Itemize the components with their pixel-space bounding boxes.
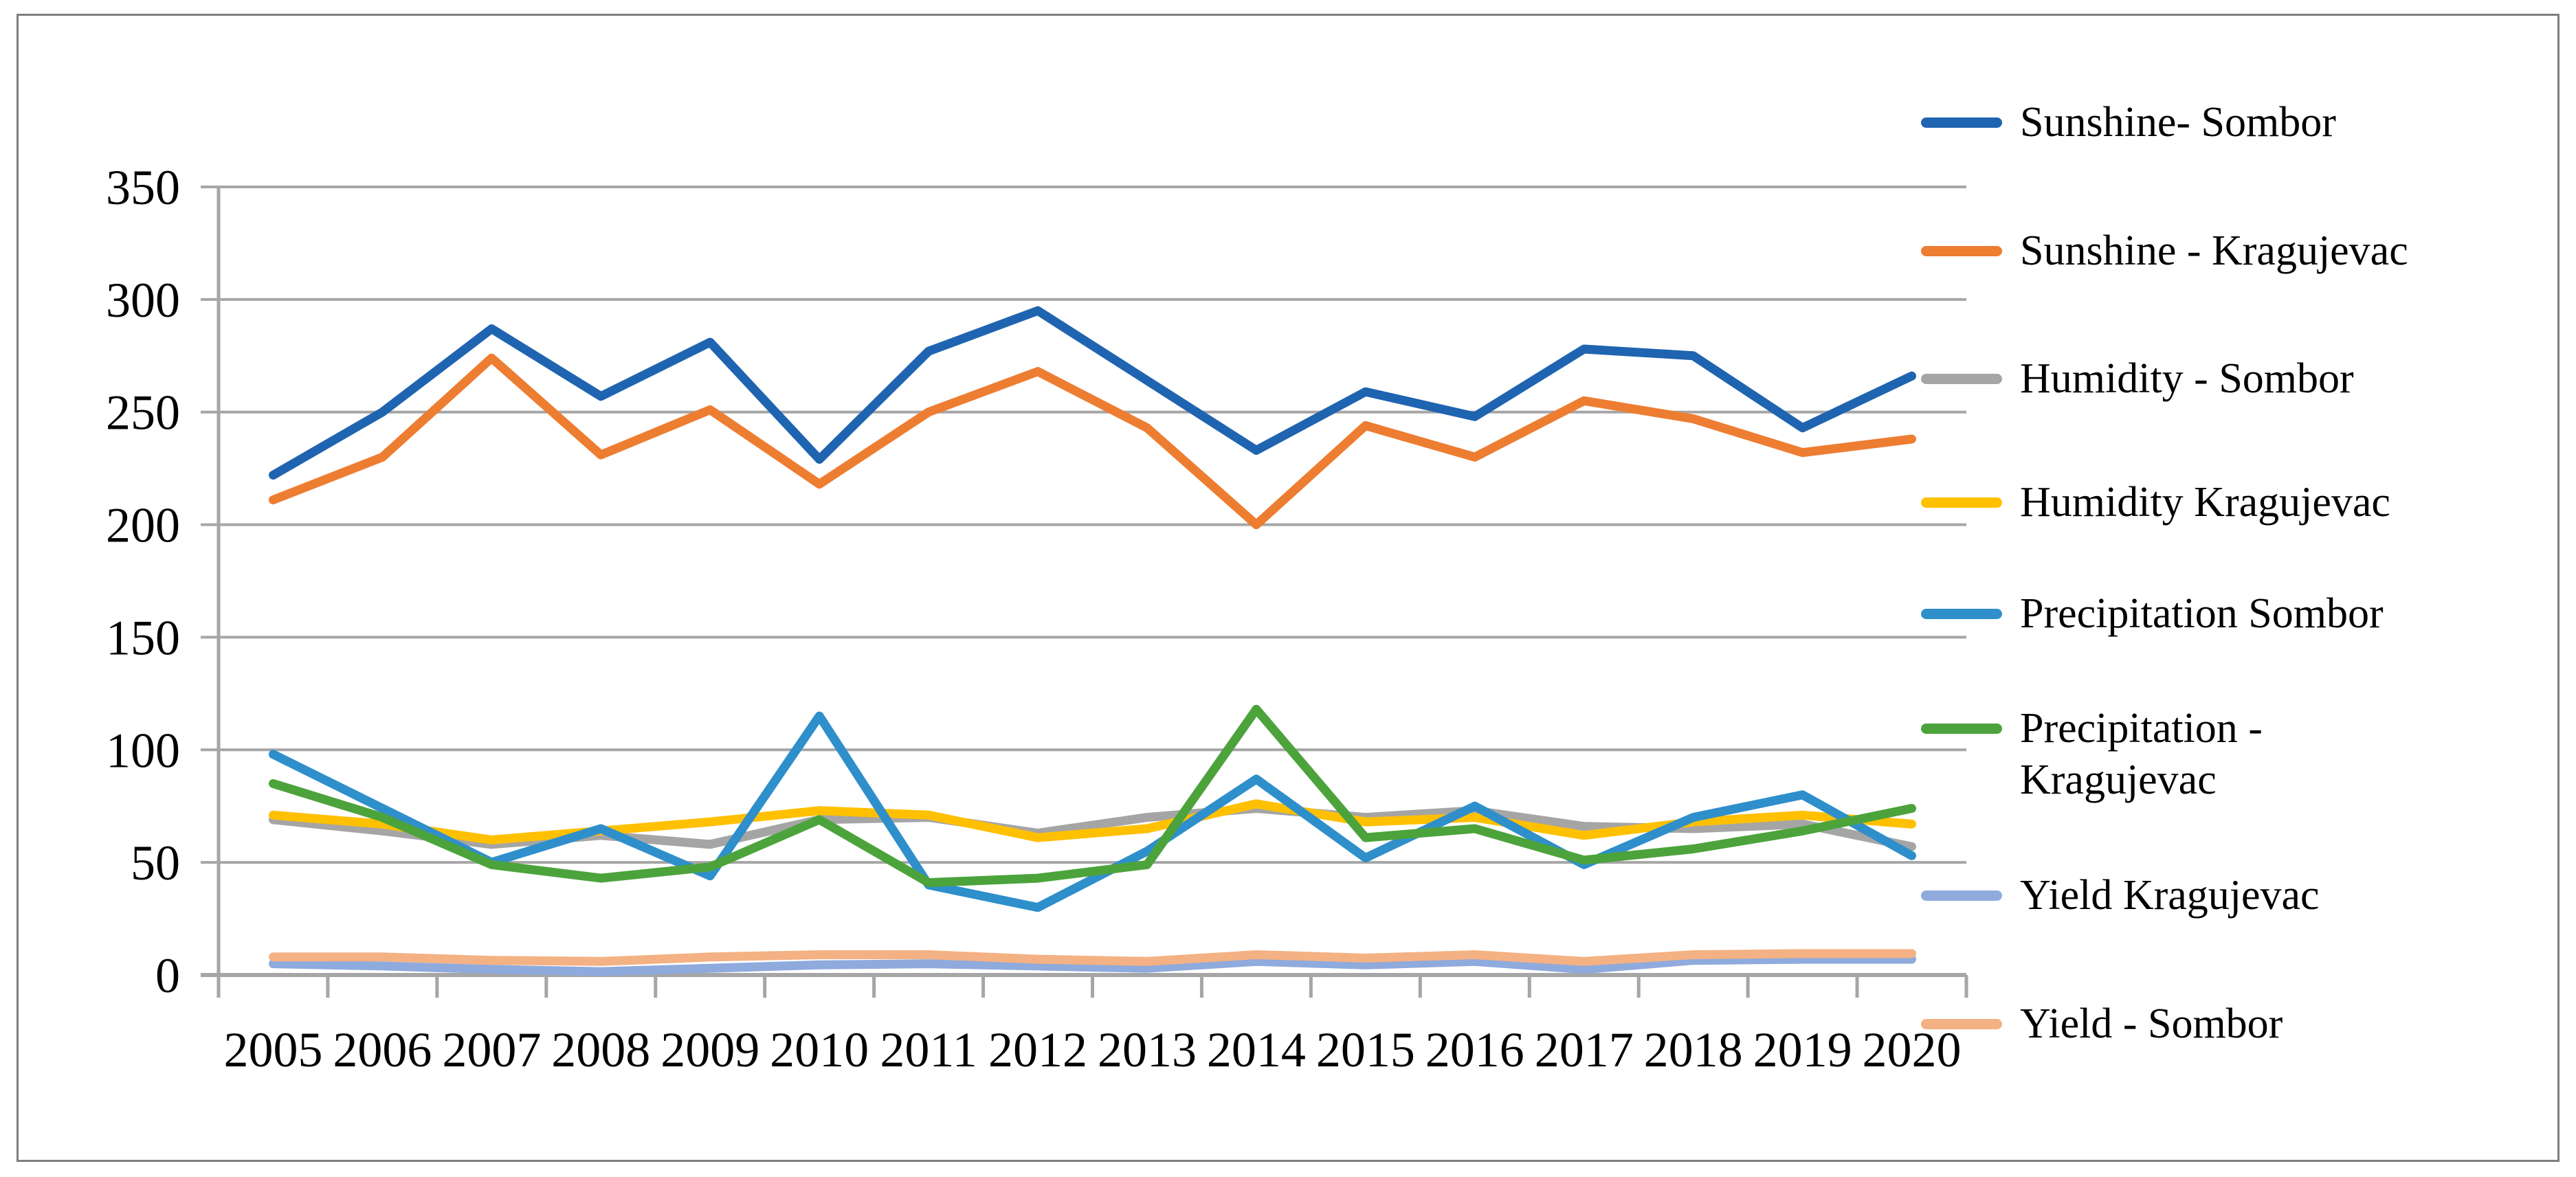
legend-item-precipitation-sombor: Precipitation Sombor bbox=[1921, 588, 2384, 640]
series-line-0-sunshine-sombor bbox=[269, 306, 1916, 480]
legend-label: Precipitation Sombor bbox=[2020, 590, 2384, 637]
legend-item-humidity-kragujevac: Humidity Kragujevac bbox=[1921, 477, 2390, 528]
legend-swatch-icon bbox=[1921, 724, 2002, 734]
legend-item-precipitation-kragujevac: Precipitation - Kragujevac bbox=[1921, 703, 2263, 806]
legend-label: Sunshine - Kragujevac bbox=[2020, 227, 2408, 274]
chart-legend: Sunshine- Sombor Sunshine - Kragujevac Hum… bbox=[1921, 0, 2560, 1177]
y-axis-label-250: 250 bbox=[106, 385, 180, 440]
x-axis-label-2016: 2016 bbox=[1425, 1022, 1524, 1077]
x-axis-label-2017: 2017 bbox=[1535, 1022, 1634, 1077]
figure-border bbox=[16, 14, 2560, 1162]
legend-swatch-icon bbox=[1921, 1019, 2002, 1029]
series-line-3-humidity-kragujevac bbox=[269, 799, 1916, 844]
x-axis-label-2008: 2008 bbox=[551, 1022, 650, 1077]
y-axis-label-100: 100 bbox=[106, 723, 180, 778]
x-axis-label-2014: 2014 bbox=[1207, 1022, 1306, 1077]
x-axis-label-2019: 2019 bbox=[1753, 1022, 1852, 1077]
legend-label: Precipitation - Kragujevac bbox=[2020, 705, 2263, 803]
y-axis-label-50: 50 bbox=[131, 836, 180, 890]
series-line-1-sunshine-kragujevac bbox=[269, 353, 1916, 530]
x-axis-label-2010: 2010 bbox=[770, 1022, 869, 1077]
series-line-5-precipitation-kragujevac bbox=[269, 704, 1916, 888]
legend-swatch-icon bbox=[1921, 117, 2002, 128]
legend-label: Humidity - Sombor bbox=[2020, 355, 2354, 402]
x-axis-label-2006: 2006 bbox=[333, 1022, 432, 1077]
legend-label: Yield Kragujevac bbox=[2020, 872, 2320, 919]
series-line-4-precipitation-sombor bbox=[269, 711, 1916, 912]
y-axis-label-150: 150 bbox=[106, 610, 180, 665]
y-axis-label-0: 0 bbox=[155, 948, 180, 1003]
x-axis-label-2013: 2013 bbox=[1098, 1022, 1197, 1077]
legend-swatch-icon bbox=[1921, 497, 2002, 508]
legend-label: Yield - Sombor bbox=[2020, 1000, 2283, 1047]
x-axis-label-2018: 2018 bbox=[1644, 1022, 1743, 1077]
legend-item-sunshine-sombor: Sunshine- Sombor bbox=[1921, 97, 2336, 148]
legend-item-humidity-sombor: Humidity - Sombor bbox=[1921, 353, 2354, 405]
x-axis-label-2011: 2011 bbox=[880, 1022, 977, 1077]
legend-item-yield-kragujevac: Yield Kragujevac bbox=[1921, 870, 2320, 921]
y-axis-label-350: 350 bbox=[106, 160, 180, 215]
x-axis-label-2020: 2020 bbox=[1863, 1022, 1962, 1077]
legend-label: Humidity Kragujevac bbox=[2020, 479, 2390, 526]
legend-label: Sunshine- Sombor bbox=[2020, 99, 2336, 146]
legend-swatch-icon bbox=[1921, 374, 2002, 384]
x-axis-label-2007: 2007 bbox=[442, 1022, 541, 1077]
series-line-7-yield-sombor bbox=[269, 949, 1916, 966]
y-axis-label-300: 300 bbox=[106, 273, 180, 328]
x-axis-label-2005: 2005 bbox=[223, 1022, 322, 1077]
legend-swatch-icon bbox=[1921, 890, 2002, 901]
y-axis-label-200: 200 bbox=[106, 498, 180, 553]
series-line-6-yield-kragujevac bbox=[269, 954, 1916, 976]
legend-swatch-icon bbox=[1921, 609, 2002, 619]
legend-item-yield-sombor: Yield - Sombor bbox=[1921, 998, 2283, 1050]
legend-item-sunshine-kragujevac: Sunshine - Kragujevac bbox=[1921, 225, 2408, 277]
x-axis-label-2009: 2009 bbox=[660, 1022, 759, 1077]
x-axis-label-2015: 2015 bbox=[1316, 1022, 1415, 1077]
x-axis-label-2012: 2012 bbox=[988, 1022, 1087, 1077]
legend-swatch-icon bbox=[1921, 246, 2002, 256]
